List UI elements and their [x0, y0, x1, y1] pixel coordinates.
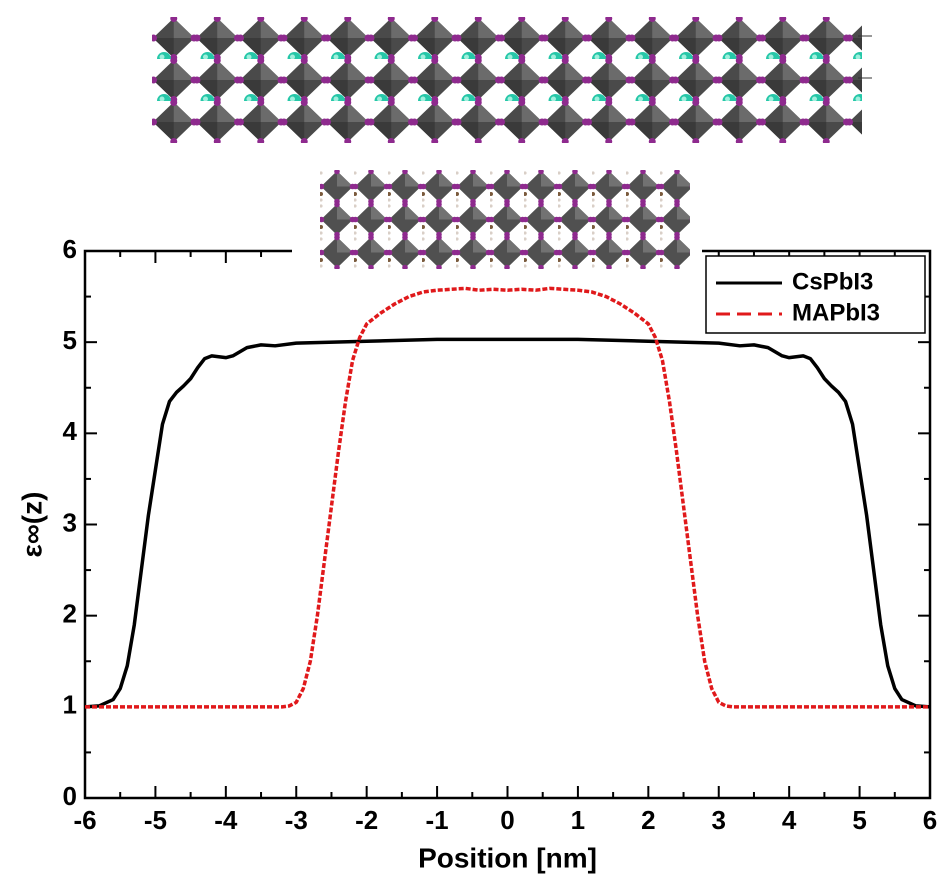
- x-tick-label: -1: [426, 805, 449, 835]
- x-tick-label: -4: [214, 805, 238, 835]
- cspbi3-structure: [152, 17, 872, 143]
- y-tick-label: 5: [63, 325, 77, 355]
- legend-label: MAPbI3: [792, 299, 880, 326]
- y-tick-label: 0: [63, 781, 77, 811]
- y-tick-label: 2: [63, 599, 77, 629]
- x-tick-label: -2: [355, 805, 378, 835]
- x-tick-label: 5: [852, 805, 866, 835]
- x-tick-label: -3: [285, 805, 308, 835]
- legend-box: [705, 255, 926, 334]
- x-tick-label: -6: [73, 805, 96, 835]
- plot: -6 -5 -4 -3 -2 -1 0 1 2 3 4 5 6 0 1 2 3 4 5 6 Position [nm] ε…: [16, 234, 937, 874]
- y-axis-label: ε∞(z): [16, 492, 47, 558]
- series-line: [85, 286, 930, 709]
- x-tick-label: -5: [144, 805, 167, 835]
- x-tick-label: 0: [500, 805, 514, 835]
- x-tick-label: 3: [712, 805, 726, 835]
- y-tick-label: 4: [63, 416, 78, 446]
- x-tick-label: 4: [782, 805, 797, 835]
- mapbi3-structure: [292, 160, 702, 272]
- y-tick-label: 3: [63, 507, 77, 537]
- series-line: [84, 337, 931, 709]
- legend-label: CsPbI3: [792, 268, 873, 295]
- x-axis-label: Position [nm]: [418, 842, 597, 873]
- x-tick-label: 2: [641, 805, 655, 835]
- y-tick-label: 6: [63, 234, 77, 264]
- x-tick-label: 6: [923, 805, 937, 835]
- y-tick-label: 1: [63, 690, 77, 720]
- x-tick-label: 1: [571, 805, 585, 835]
